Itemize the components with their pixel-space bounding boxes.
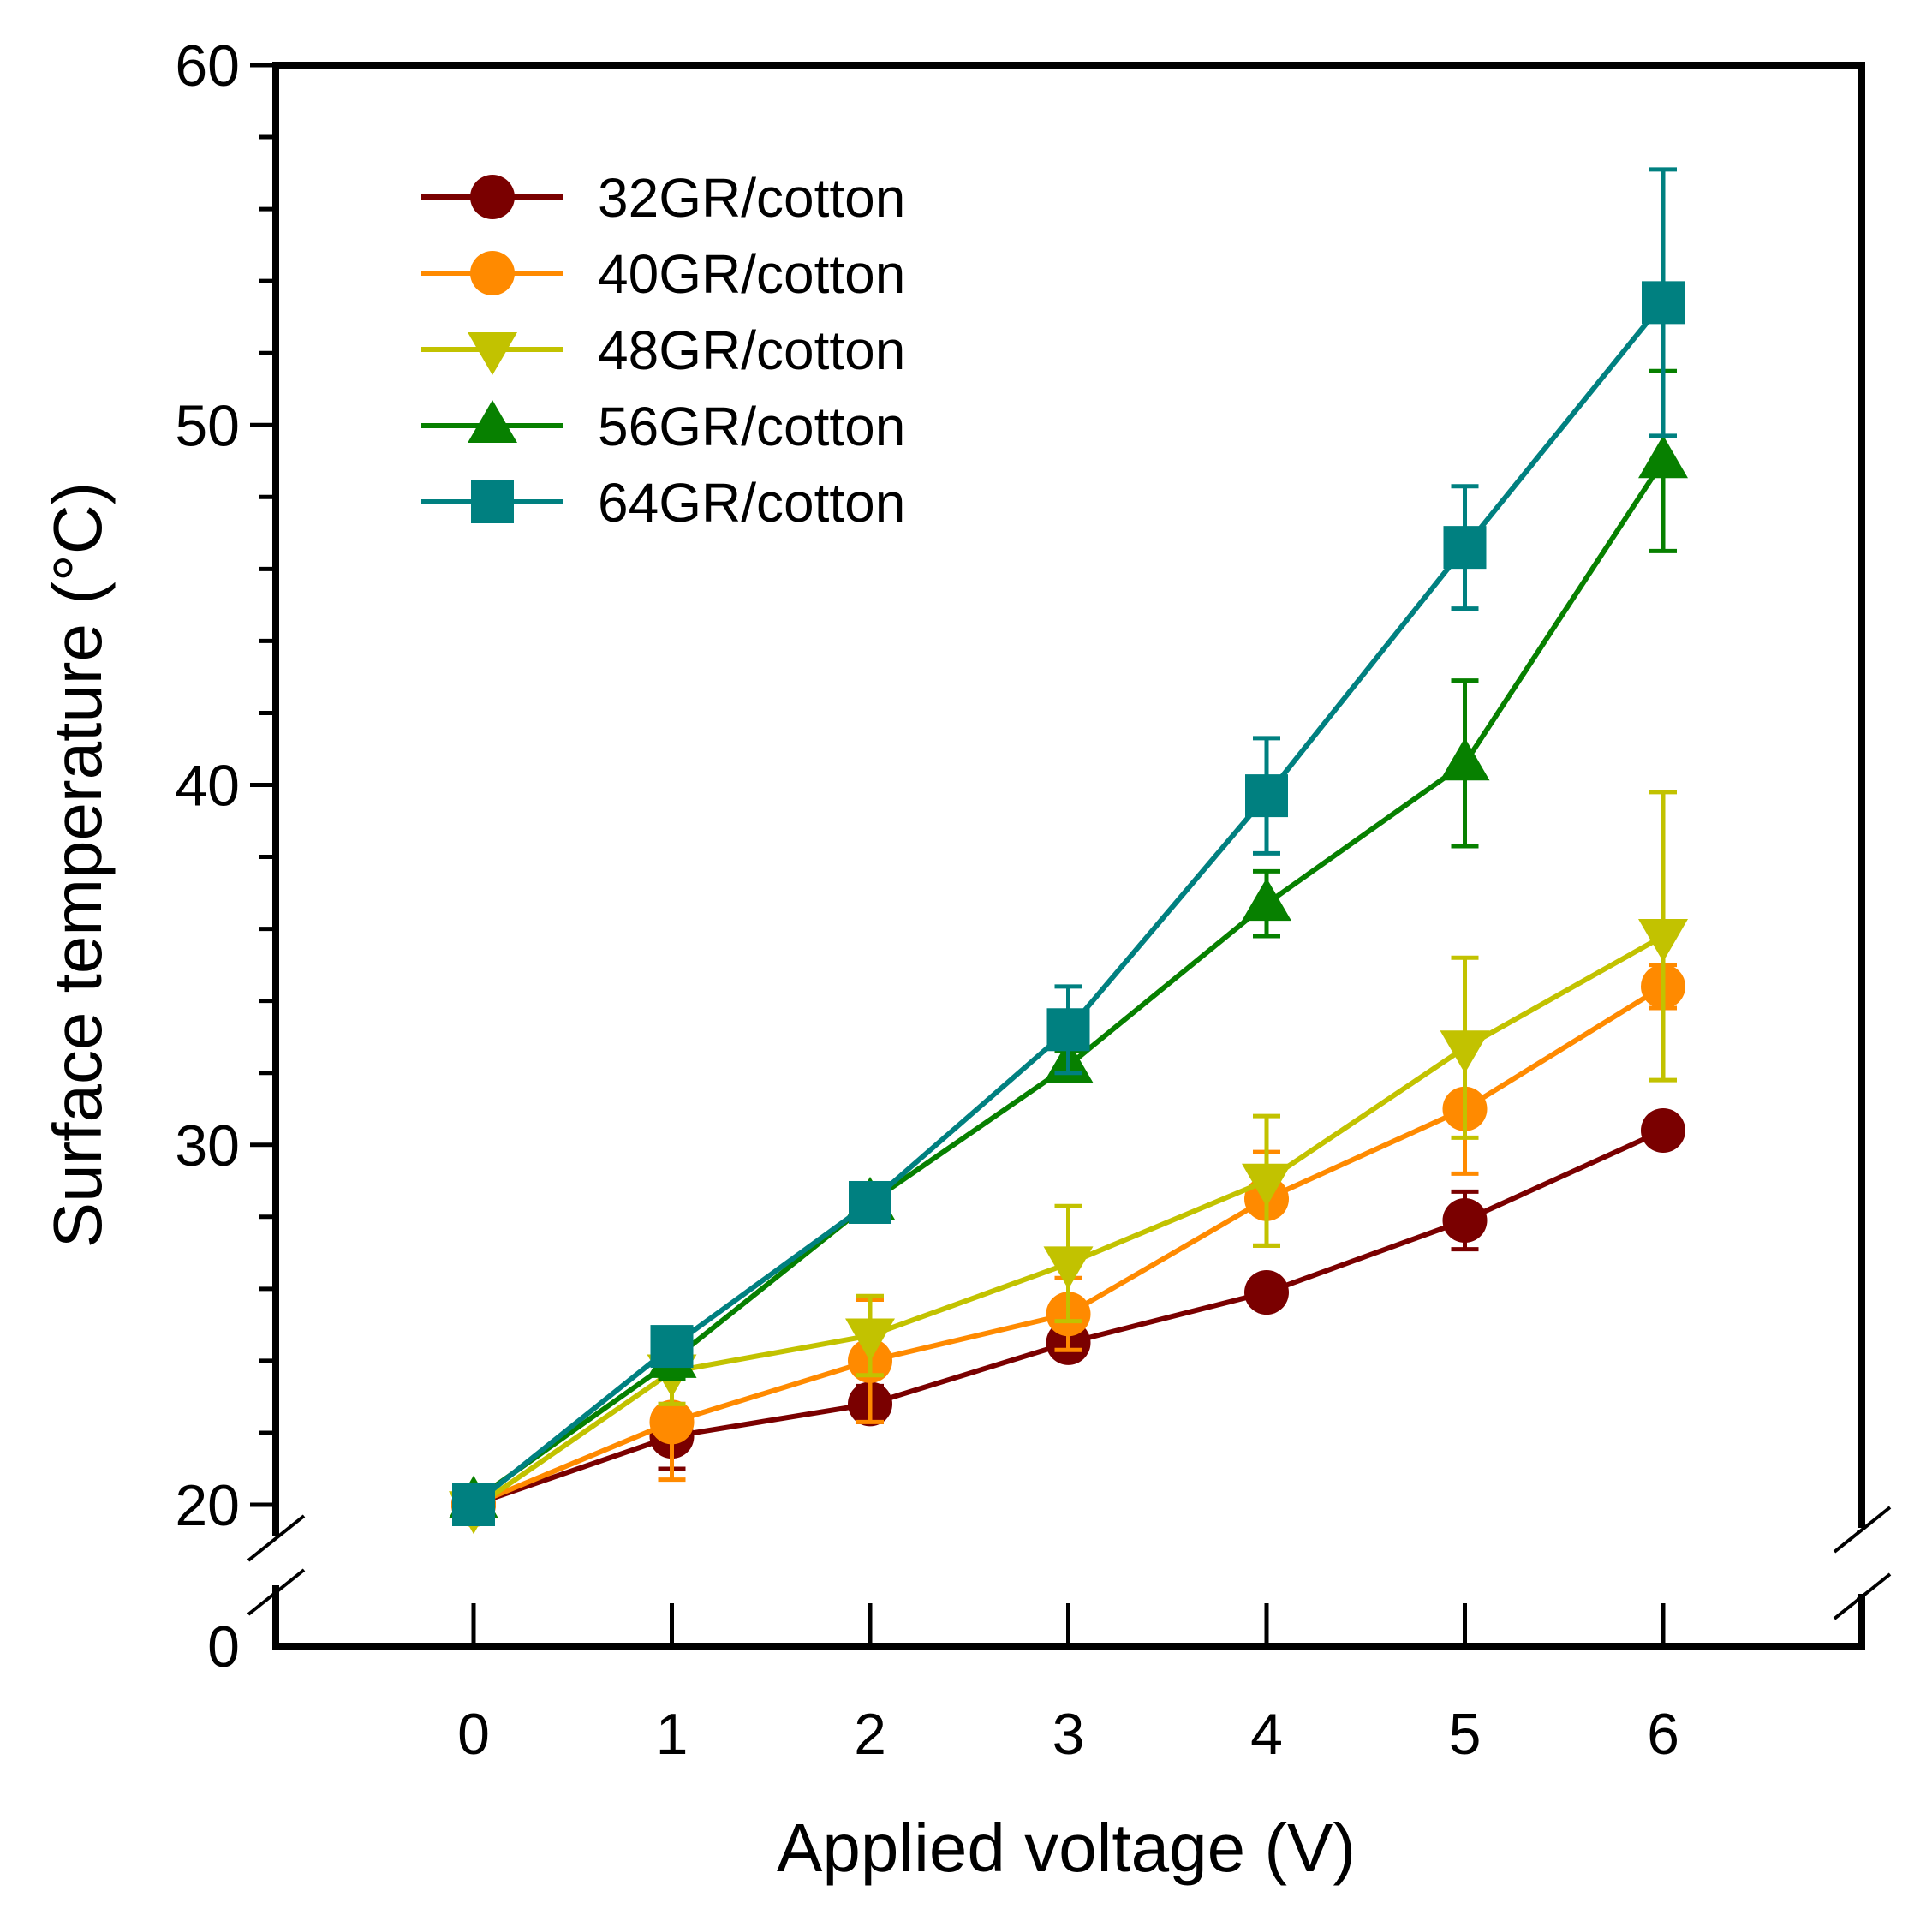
legend-label: 40GR/cotton (598, 243, 905, 305)
axis-break-mark (247, 1514, 306, 1562)
series-64gr-cotton (452, 167, 1685, 1526)
y-tick-label-zero: 0 (207, 1614, 240, 1679)
legend-marker (468, 400, 517, 443)
data-point (1442, 1198, 1488, 1244)
x-tick-label: 1 (656, 1702, 689, 1767)
series-48gr-cotton (449, 790, 1688, 1535)
y-tick-label: 60 (175, 33, 240, 98)
data-point (1638, 919, 1688, 963)
legend-marker (470, 175, 515, 219)
y-tick-label: 30 (175, 1113, 240, 1178)
data-point (849, 1180, 891, 1224)
axis-ticks: 20 30 40 50 60 0 0 1 2 3 4 5 6 (175, 33, 1679, 1767)
legend: 32GR/cotton 40GR/cotton 48GR/cotton 56GR/co… (421, 167, 905, 534)
x-tick-label: 6 (1647, 1702, 1679, 1767)
legend-item: 32GR/cotton (421, 167, 905, 229)
legend-label: 64GR/cotton (598, 472, 905, 534)
legend-label: 32GR/cotton (598, 167, 905, 229)
data-point (1242, 1163, 1291, 1207)
x-tick-label: 5 (1449, 1702, 1482, 1767)
data-point (1244, 1270, 1289, 1315)
data-point (845, 1318, 895, 1362)
legend-item: 64GR/cotton (421, 472, 905, 534)
y-tick-label: 50 (175, 393, 240, 458)
data-point (650, 1325, 694, 1369)
legend-marker (470, 251, 515, 295)
axis-break-mark (1833, 1506, 1892, 1554)
data-point (1443, 526, 1487, 570)
x-tick-label: 0 (457, 1702, 490, 1767)
data-point (1638, 435, 1688, 479)
x-tick-label: 2 (854, 1702, 886, 1767)
data-point (1440, 737, 1490, 781)
legend-label: 48GR/cotton (598, 319, 905, 381)
plot-frame (247, 62, 1892, 1650)
legend-label: 56GR/cotton (598, 396, 905, 457)
legend-marker (468, 332, 517, 375)
data-point (1642, 281, 1685, 325)
data-point (452, 1483, 495, 1526)
data-point (649, 1399, 695, 1445)
legend-item: 48GR/cotton (421, 319, 905, 381)
data-point (1245, 774, 1288, 818)
legend-item: 40GR/cotton (421, 243, 905, 305)
x-tick-label: 4 (1250, 1702, 1283, 1767)
data-point (1046, 1008, 1090, 1052)
data-point (1641, 1107, 1685, 1153)
axis-break-mark (247, 1568, 306, 1616)
y-axis-label: Surface temperature (°C) (39, 482, 116, 1249)
x-tick-label: 3 (1052, 1702, 1085, 1767)
legend-marker (471, 480, 514, 523)
data-point (1242, 878, 1291, 922)
y-tick-label: 40 (175, 754, 240, 819)
series-layer (449, 167, 1688, 1535)
y-tick-label: 20 (175, 1473, 240, 1538)
data-point (1440, 1030, 1490, 1074)
axis-break-mark (1833, 1572, 1892, 1620)
legend-item: 56GR/cotton (421, 396, 905, 457)
x-axis-label: Applied voltage (V) (777, 1810, 1356, 1886)
data-point (1043, 1246, 1094, 1290)
